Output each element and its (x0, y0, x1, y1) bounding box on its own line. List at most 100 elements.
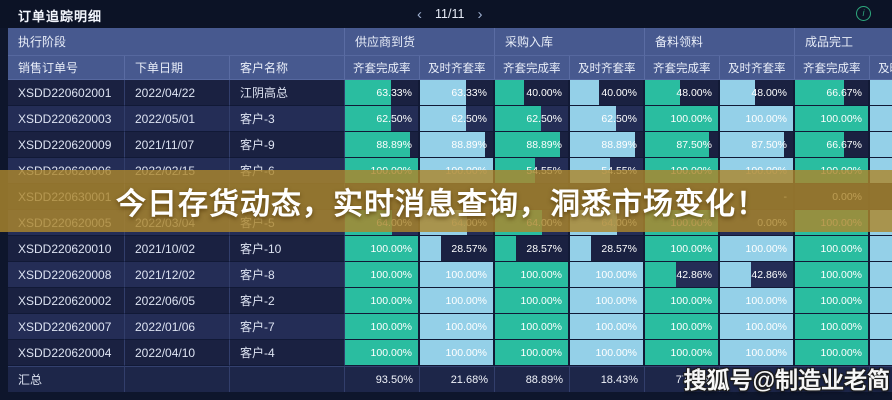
metric-cell: 42.86% (645, 262, 720, 288)
metric-bar (870, 314, 892, 339)
metric-cell (870, 314, 892, 340)
metric-cell: 28.57% (495, 236, 570, 262)
header-metric-cell: 及时齐套率 (870, 56, 892, 80)
order-cell: XSDD220620003 (8, 106, 125, 132)
metric-cell: 100.00% (345, 262, 420, 288)
metric-value: 66.67% (826, 87, 862, 99)
metric-value: 100.00% (445, 269, 487, 281)
metric-cell: 40.00% (570, 80, 645, 106)
table-row: XSDD220620002 2022/06/05 客户-2 100.00% 100.00… (8, 288, 892, 314)
order-cell: XSDD220620004 (8, 340, 125, 366)
metric-bar (570, 262, 643, 287)
metric-bar (495, 106, 541, 131)
metric-bar (720, 314, 793, 339)
metric-value: 40.00% (601, 87, 637, 99)
summary-value-cell: 93.50% (345, 366, 420, 392)
header-metric-cell: 齐套完成率 (345, 56, 420, 80)
metric-bar (795, 106, 868, 131)
customer-cell: 客户-9 (230, 132, 345, 158)
metric-cell: 62.50% (495, 106, 570, 132)
order-cell: XSDD220620007 (8, 314, 125, 340)
metric-bar (795, 288, 868, 313)
header-metric-cell: 齐套完成率 (495, 56, 570, 80)
metric-bar (495, 262, 568, 287)
metric-value: 40.00% (526, 87, 562, 99)
metric-value: 87.50% (751, 139, 787, 151)
metric-value: 100.00% (595, 321, 637, 333)
date-cell: 2021/11/07 (125, 132, 230, 158)
metric-cell: 100.00% (720, 236, 795, 262)
metric-cell: 28.57% (570, 236, 645, 262)
metric-cell: 88.89% (420, 132, 495, 158)
metric-cell: 100.00% (345, 314, 420, 340)
metric-value: 100.00% (820, 113, 862, 125)
metric-cell: 88.89% (495, 132, 570, 158)
metric-value: 42.86% (751, 269, 787, 281)
metric-cell: 28.57% (420, 236, 495, 262)
summary-value-cell (720, 366, 795, 392)
metric-bar (495, 80, 525, 105)
metric-cell: 100.00% (495, 262, 570, 288)
metric-bar (645, 80, 681, 105)
metric-cell: 100.00% (420, 314, 495, 340)
date-cell: 2022/01/06 (125, 314, 230, 340)
customer-cell: 客户-3 (230, 106, 345, 132)
next-page-button[interactable]: › (477, 5, 483, 23)
header-group-cell: 备料领料 (645, 28, 795, 56)
header-metric-cell: 及时齐套率 (720, 56, 795, 80)
metric-bar (420, 106, 466, 131)
header-metric-cell: 及时齐套率 (570, 56, 645, 80)
metric-bar (345, 340, 418, 365)
metric-value: 100.00% (370, 295, 412, 307)
metric-cell: 100.00% (495, 314, 570, 340)
prev-page-button[interactable]: ‹ (417, 5, 422, 23)
metric-cell: 100.00% (795, 106, 870, 132)
metric-value: 48.00% (751, 87, 787, 99)
watermark: 搜狐号@制造业老简 (683, 367, 890, 393)
metric-value: 62.50% (376, 113, 412, 125)
summary-value-cell (870, 366, 892, 392)
metric-value: 100.00% (670, 113, 712, 125)
metric-value: 28.57% (601, 243, 637, 255)
table-row: XSDD220620009 2021/11/07 客户-9 88.89% 88.89% 8… (8, 132, 892, 158)
metric-value: 100.00% (670, 347, 712, 359)
metric-value: 100.00% (670, 295, 712, 307)
metric-cell: 40.00% (495, 80, 570, 106)
metric-bar (570, 80, 600, 105)
metric-bar (645, 106, 718, 131)
metric-cell: 100.00% (720, 314, 795, 340)
metric-value: 28.57% (526, 243, 562, 255)
metric-bar (420, 236, 441, 261)
metric-value: 100.00% (370, 269, 412, 281)
promo-banner: 今日存货动态，实时消息查询，洞悉市场变化！ (0, 170, 892, 232)
metric-bar (870, 80, 892, 105)
table-row: XSDD220620007 2022/01/06 客户-7 100.00% 100.00… (8, 314, 892, 340)
metric-cell: 100.00% (420, 288, 495, 314)
summary-spacer (125, 366, 230, 392)
metric-bar (420, 288, 493, 313)
header-metric-cell: 齐套完成率 (645, 56, 720, 80)
metric-bar (720, 132, 784, 157)
info-icon[interactable]: i (856, 6, 871, 21)
metric-value: 100.00% (445, 347, 487, 359)
table-row: XSDD220620004 2022/04/10 客户-4 100.00% 100.00… (8, 340, 892, 366)
metric-cell: 100.00% (570, 340, 645, 366)
metric-bar (570, 106, 616, 131)
metric-cell: 66.67% (795, 132, 870, 158)
metric-value: 100.00% (595, 269, 637, 281)
metric-cell: 48.00% (645, 80, 720, 106)
metric-cell: 100.00% (495, 288, 570, 314)
metric-value: 100.00% (745, 347, 787, 359)
header-column-cell: 下单日期 (125, 56, 230, 80)
metric-bar (570, 340, 643, 365)
metric-bar (795, 262, 868, 287)
metric-bar (420, 314, 493, 339)
metric-cell: 100.00% (345, 340, 420, 366)
metric-cell (870, 340, 892, 366)
header-stage-cell: 执行阶段 (8, 28, 345, 56)
header-column-cell: 销售订单号 (8, 56, 125, 80)
metric-value: 100.00% (820, 321, 862, 333)
metric-value: 100.00% (745, 295, 787, 307)
metric-value: 66.67% (826, 139, 862, 151)
metric-value: 62.50% (601, 113, 637, 125)
